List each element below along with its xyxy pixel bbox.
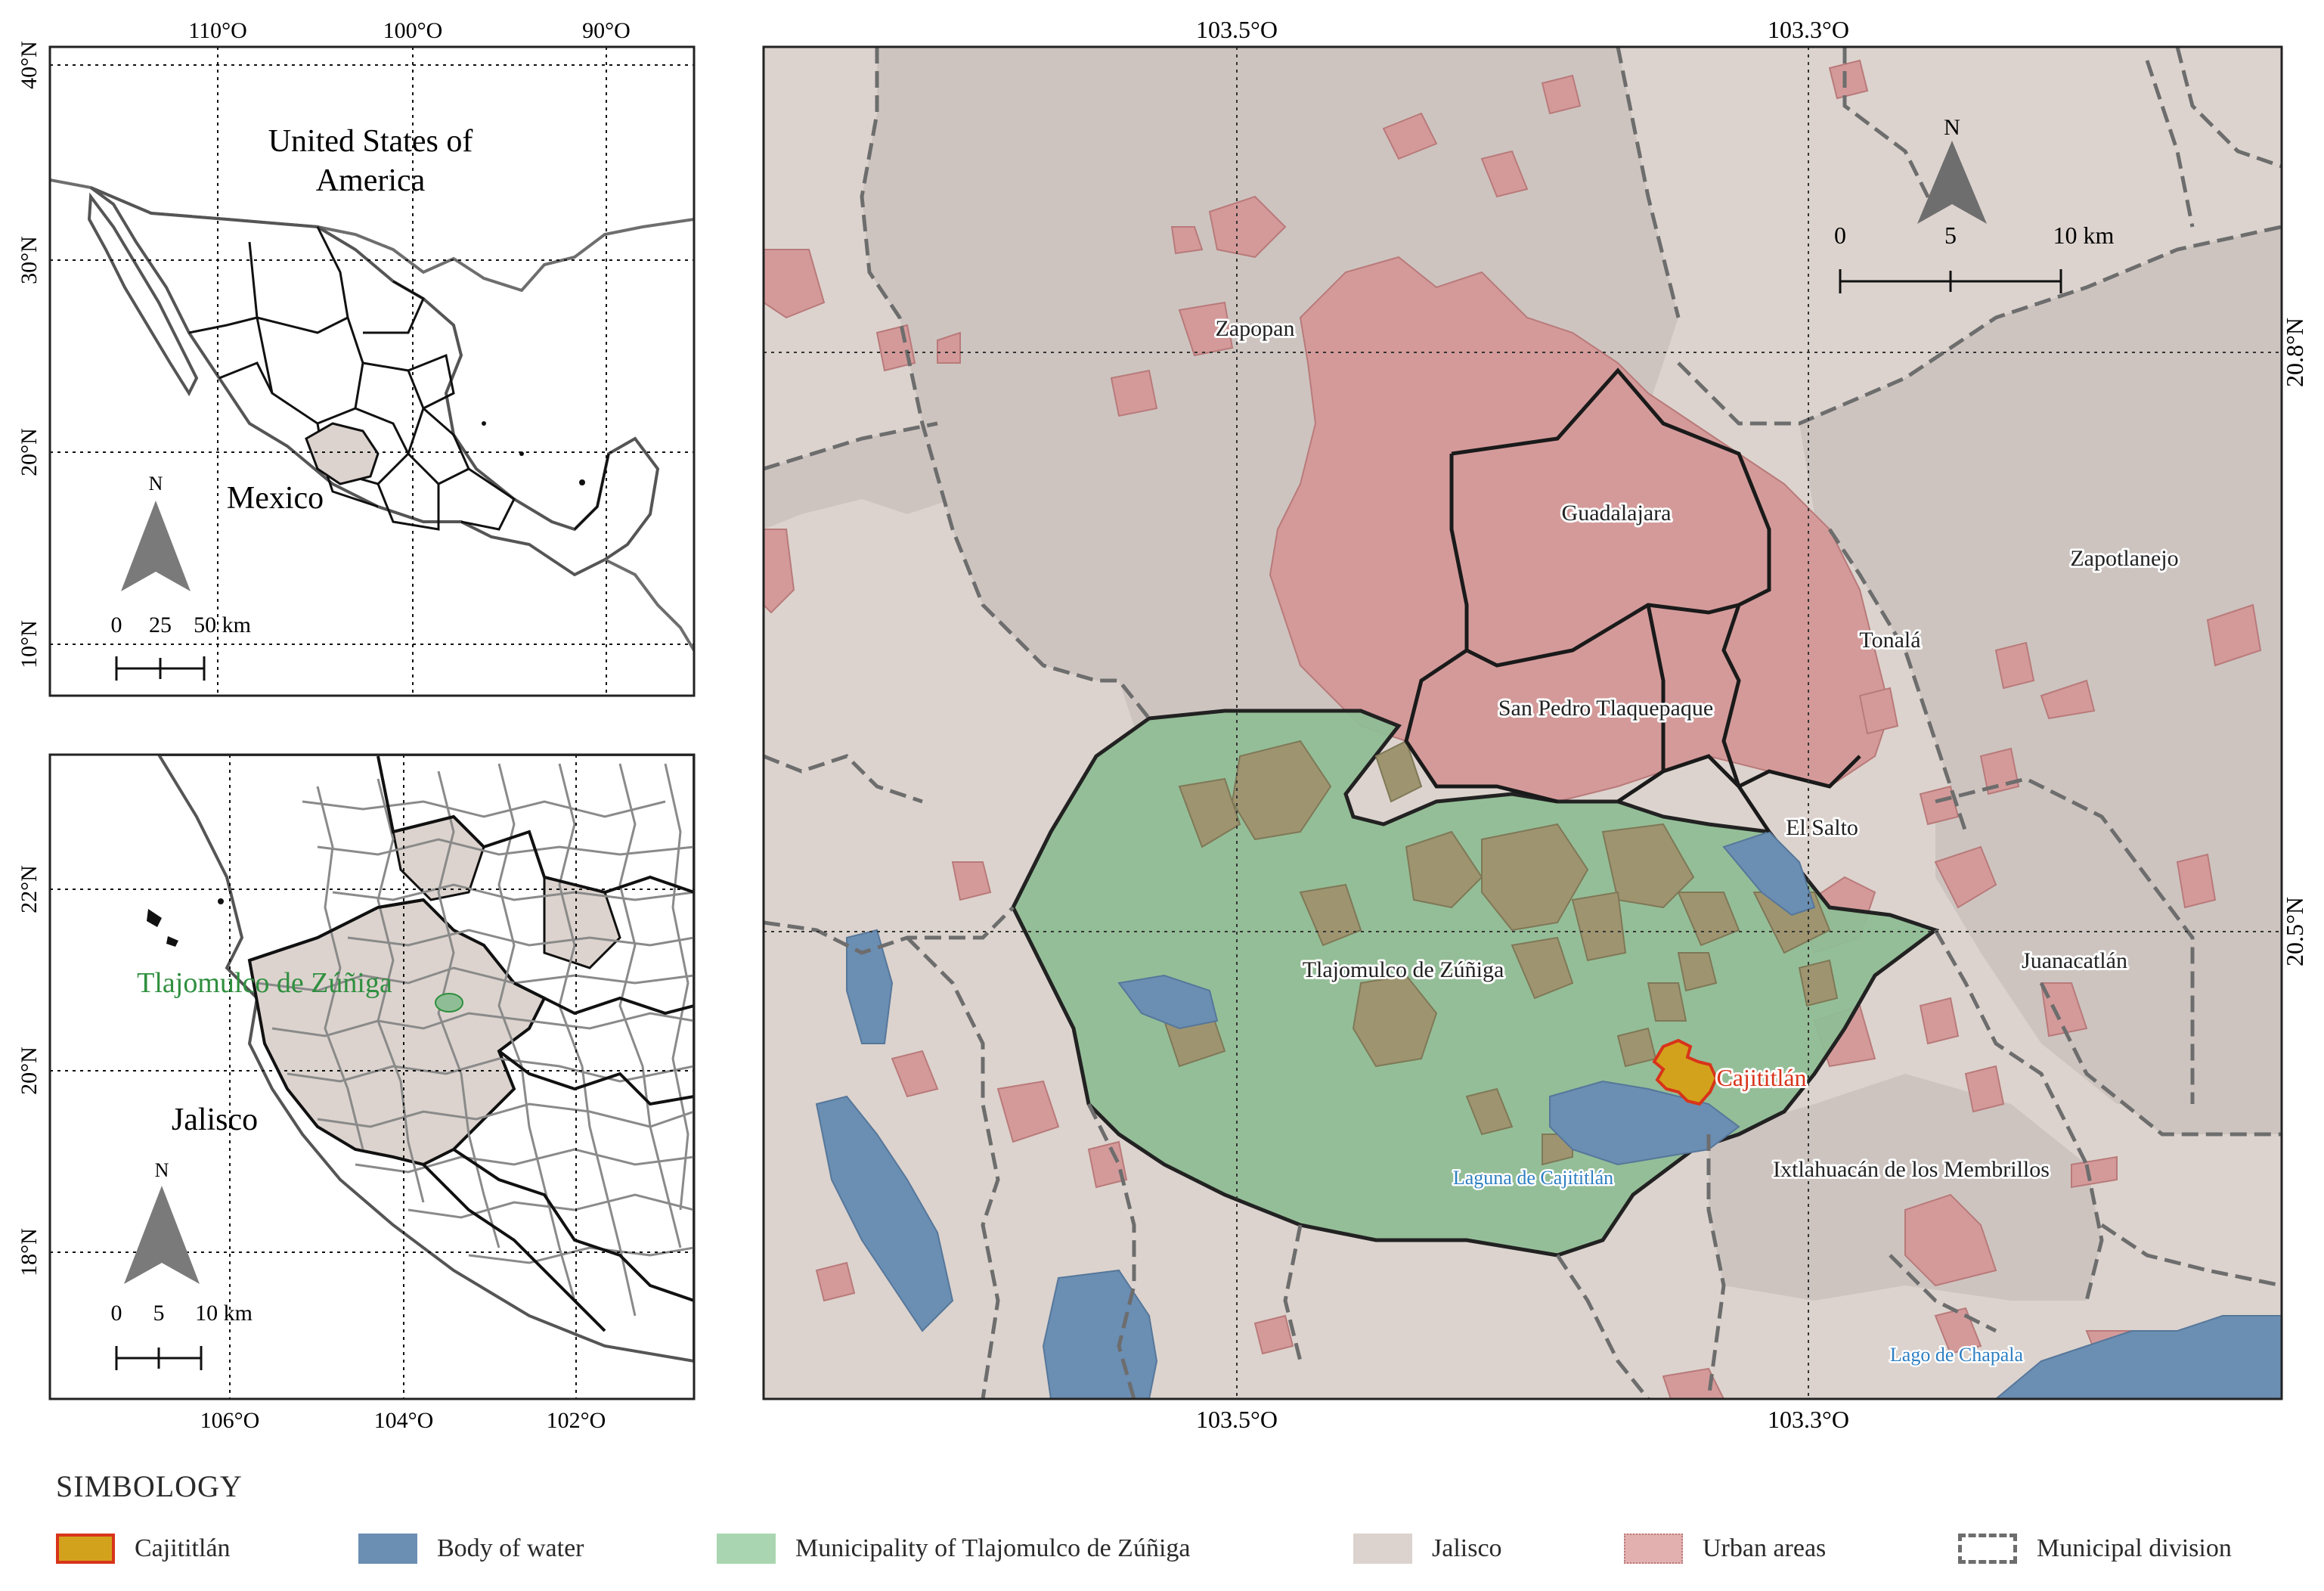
legend-label-urban-areas: Urban areas [1703,1534,1827,1562]
water-west-lake [1117,974,1219,1030]
mexico-graticule [50,47,694,696]
tlajomulco-inset-marker [435,993,463,1013]
central-america [604,558,694,652]
ixtlahuacan-area [1709,1074,2102,1301]
jalisco-highlight [305,422,380,485]
jal-scale-0: 0 [111,1301,122,1326]
jal-bottom-tick-1: 106°O [200,1408,260,1433]
main-bottom-tick-1: 103.5°O [1196,1406,1278,1433]
jal-scale-10: 10 km [195,1301,253,1326]
main-top-tick-2: 103.3°O [1768,16,1849,43]
legend-label-municipal-division: Municipal division [2037,1534,2232,1562]
main-scale-bar [1839,269,2062,293]
jal-bottom-tick-2: 104°O [374,1408,434,1433]
cajititlan-polygon [1652,1038,1718,1106]
legend-item-municipal-division: Municipal division [1958,1527,2232,1570]
main-right-tick-2: 20.5°N [2281,897,2308,966]
legend-swatch-cajititlan [56,1534,115,1564]
mex-scale-50: 50 km [194,613,251,637]
water-small-west [846,929,894,1044]
legend-swatch-jalisco [1353,1534,1412,1564]
municipal-division-lines [764,47,2282,1399]
label-lago-chapala: Lago de Chapala [1890,1344,2024,1366]
west-gray-area [764,423,953,529]
usa-label-line2: America [316,163,426,198]
jal-bottom-tick-3: 102°O [547,1408,606,1433]
main-scale-10: 10 km [2053,222,2115,249]
baja-california [87,192,199,397]
legend-swatch-municipal-division [1958,1534,2017,1564]
lago-chapala-water [1994,1315,2282,1399]
tlajomulco-inset-label: Tlajomulco de Zúñiga [137,967,392,999]
mex-left-tick-4: 10°N [17,620,42,668]
main-top-tick-1: 103.5°O [1196,16,1278,43]
symbology-title: SIMBOLOGY [56,1469,243,1503]
jal-left-tick-2: 20°N [17,1047,42,1095]
main-north-arrow-icon [1917,141,1987,224]
usa-label-line1: United States of [268,124,473,159]
tlajomulco-urban-fragments [1163,740,1839,1166]
jal-left-tick-1: 22°N [17,865,42,913]
inset-mexico: 110°O 100°O 90°O 40°N 30°N 20°N 10°N Uni… [17,18,696,697]
legend-item-cajititlan: Cajititlán [56,1527,231,1570]
jal-left-tick-3: 18°N [17,1228,42,1276]
legend-swatch-municipality [717,1534,776,1564]
main-map: 103.5°O 103.3°O 103.5°O 103.3°O 20.8°N 2… [762,16,2308,1433]
water-long-southwest [815,1095,954,1332]
legend-label-municipality: Municipality of Tlajomulco de Zúñiga [795,1534,1191,1562]
mex-scale-25: 25 [149,613,172,637]
juanacatlan-area [1935,779,2192,1104]
central-municipal-borders [1404,368,1861,833]
main-scale-5: 5 [1944,222,1957,249]
main-bottom-tick-2: 103.3°O [1768,1406,1849,1433]
mex-north-arrow-icon [121,501,191,591]
label-cajititlan: Cajititlán [1716,1064,1806,1091]
legend-swatch-body-of-water [358,1534,417,1564]
label-tlajomulco: Tlajomulco de Zúñiga [1303,957,1504,982]
mex-north-letter: N [149,473,163,495]
zapopan-area [862,47,1678,726]
label-zapopan: Zapopan [1216,316,1295,341]
jal-north-arrow-icon [124,1186,200,1284]
mex-top-tick-2: 100°O [383,18,443,43]
mex-left-tick-1: 40°N [17,41,42,89]
legend-item-municipality: Municipality of Tlajomulco de Zúñiga [717,1527,1190,1570]
main-scale-0: 0 [1834,222,1846,249]
label-juanacatlan: Juanacatlán [2022,948,2127,973]
inset-jalisco: 106°O 104°O 102°O 22°N 20°N 18°N Tlajomu… [17,753,696,1433]
mex-scale-0: 0 [111,613,122,637]
legend-label-body-of-water: Body of water [437,1534,584,1562]
label-el-salto: El Salto [1786,815,1858,840]
jal-north-letter: N [155,1159,169,1181]
symbology-legend: Cajititlán Body of water Municipality of… [56,1527,2286,1570]
label-zapotlanejo: Zapotlanejo [2070,546,2178,571]
jal-scale-bar [115,1346,203,1370]
legend-label-cajititlan: Cajititlán [135,1534,231,1562]
label-guadalajara: Guadalajara [1562,501,1672,526]
jal-scale-5: 5 [153,1301,165,1326]
jalisco-label: Jalisco [172,1103,258,1137]
mexico-state-divisions [188,226,610,531]
main-graticule [764,47,2282,1399]
legend-item-body-of-water: Body of water [358,1527,584,1570]
main-north-letter: N [1944,115,1960,140]
main-right-tick-1: 20.8°N [2281,318,2308,387]
mex-left-tick-2: 30°N [17,236,42,284]
label-tlaquepaque: San Pedro Tlaquepaque [1498,696,1713,721]
water-bodies [815,830,2282,1399]
jalisco-municipal-grid [256,763,694,1317]
legend-item-jalisco: Jalisco [1353,1527,1502,1570]
mexico-label: Mexico [227,481,324,516]
label-ixtlahuacan: Ixtlahuacán de los Membrillos [1773,1157,2050,1182]
mex-left-tick-3: 20°N [17,428,42,476]
label-laguna-cajititlan: Laguna de Cajititlán [1453,1167,1613,1189]
jalisco-state-borders [249,755,694,1332]
legend-swatch-urban-areas [1624,1534,1683,1564]
label-tonala: Tonalá [1859,628,1920,653]
mex-top-tick-3: 90°O [582,18,631,43]
legend-label-jalisco: Jalisco [1432,1534,1502,1562]
legend-item-urban-areas: Urban areas [1624,1527,1826,1570]
mex-top-tick-1: 110°O [188,18,247,43]
mex-scale-bar [115,656,206,681]
